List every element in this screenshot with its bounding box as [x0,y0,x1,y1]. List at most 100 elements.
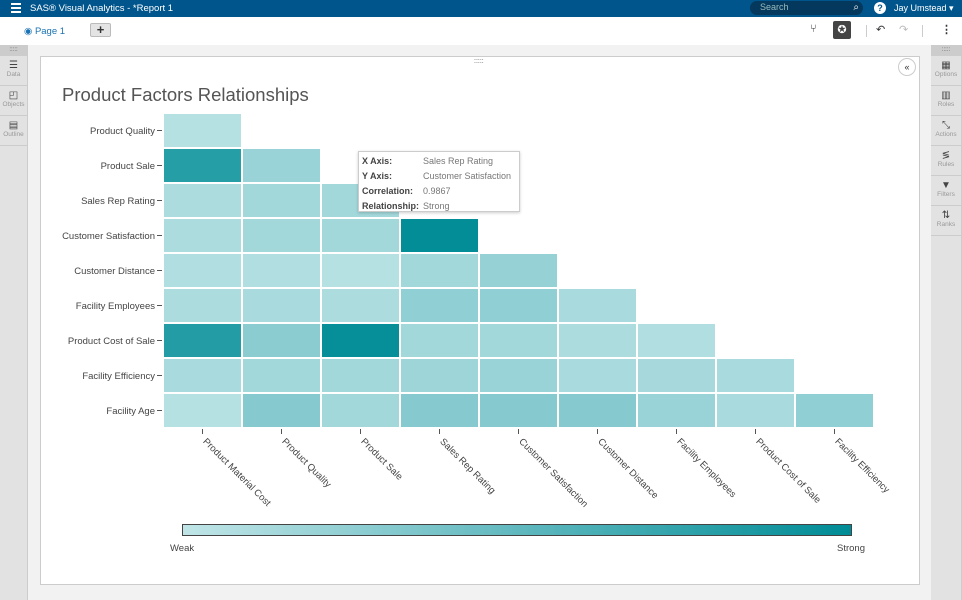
help-icon[interactable]: ? [874,2,886,14]
x-tick-label: Product Quality [279,436,333,490]
heatmap-cell[interactable] [241,217,322,254]
left-panel-objects[interactable]: ◰ Objects [0,86,27,116]
y-tick-label: Product Sale [101,161,155,172]
x-tick-label: Product Sale [358,436,404,482]
right-panel-options[interactable]: ▦ Options [931,56,961,86]
heatmap-cell[interactable] [478,287,559,324]
y-tick-label: Facility Age [106,406,155,417]
left-panel-outline[interactable]: ▤ Outline [0,116,27,146]
heatmap-cell[interactable] [241,287,322,324]
heatmap-cell[interactable] [794,392,875,429]
redo-icon[interactable]: ↷ [899,24,909,36]
heatmap-cell[interactable] [557,392,638,429]
heatmap-cell[interactable] [162,252,243,289]
collapse-icon[interactable]: « [898,58,916,76]
heatmap-cell[interactable] [320,322,401,359]
heatmap-cell[interactable] [557,287,638,324]
heatmap-cell[interactable] [241,147,322,184]
object-grip[interactable]: ::::: [474,58,484,65]
search-icon[interactable]: ⌕ [853,2,859,13]
heatmap-cell[interactable] [557,357,638,394]
legend-min-label: Weak [170,543,195,554]
heatmap-cell[interactable] [320,287,401,324]
heatmap-cell[interactable] [715,392,796,429]
database-icon: ☰ [9,60,18,71]
chart-title: Product Factors Relationships [62,84,309,105]
heatmap-cell[interactable] [162,217,243,254]
objects-icon: ◰ [8,90,19,101]
search-input[interactable]: Search ⌕ [750,1,863,15]
more-options-icon[interactable]: ⋮ [941,24,952,36]
heatmap-cell[interactable] [399,287,480,324]
right-panel-filters[interactable]: ▼ Filters [931,176,961,206]
heatmap-cell[interactable] [478,357,559,394]
y-tick-label: Customer Distance [74,266,155,277]
heatmap-cell[interactable] [399,357,480,394]
heatmap-cell[interactable] [478,322,559,359]
user-menu[interactable]: Jay Umstead ▾ [894,3,954,13]
heatmap-cell[interactable] [478,252,559,289]
heatmap-cell[interactable] [320,357,401,394]
auto-chart-icon[interactable]: ✪ [833,21,851,39]
heatmap-cell[interactable] [162,357,243,394]
heatmap-cell[interactable] [715,357,796,394]
heatmap-cell[interactable] [399,322,480,359]
heatmap-cell[interactable] [636,322,717,359]
heatmap-cell[interactable] [241,392,322,429]
x-tick-label: Product Material Cost [200,436,273,509]
right-panel-ranks[interactable]: ⇅ Ranks [931,206,961,236]
color-legend-bar [182,524,852,536]
panel-grip[interactable]: ::::: [931,45,961,56]
heatmap-cell[interactable] [399,217,480,254]
undo-icon[interactable]: ↶ [876,24,886,36]
heatmap-cell[interactable] [320,252,401,289]
add-page-button[interactable]: + [90,23,111,37]
heatmap-cell[interactable] [162,322,243,359]
y-tick-label: Sales Rep Rating [81,196,155,207]
heatmap-cell[interactable] [399,252,480,289]
right-panel-roles[interactable]: ▥ Roles [931,86,961,116]
heatmap-cell[interactable] [162,287,243,324]
right-panel: ::::: ▦ Options ▥ Roles ⤡ Actions ≶ Rules ▼ F… [931,45,962,600]
heatmap-cell[interactable] [241,252,322,289]
app-title: SAS® Visual Analytics - *Report 1 [30,3,174,14]
heatmap-cell[interactable] [557,322,638,359]
options-icon: ▦ [941,60,951,71]
heatmap-cell[interactable] [162,182,243,219]
heatmap-cell[interactable] [241,182,322,219]
heatmap-cell[interactable] [320,392,401,429]
tab-page-1[interactable]: ◉ Page 1 [24,26,66,37]
roles-icon: ▥ [941,90,951,101]
ranks-icon: ⇅ [941,210,951,221]
heatmap-cell[interactable] [162,147,243,184]
filter-icon: ▼ [941,180,951,191]
right-panel-actions[interactable]: ⤡ Actions [931,116,961,146]
right-panel-rules[interactable]: ≶ Rules [931,146,961,176]
x-tick-label: Customer Distance [595,436,660,501]
y-tick-label: Facility Efficiency [82,371,155,382]
x-tick-label: Facility Employees [674,436,738,500]
y-tick-label: Facility Employees [76,301,155,312]
x-tick-label: Sales Rep Rating [437,436,497,496]
y-tick-label: Customer Satisfaction [62,231,155,242]
heatmap-cell[interactable] [636,392,717,429]
heatmap-cell[interactable] [162,392,243,429]
heatmap-cell[interactable] [478,392,559,429]
left-panel-data[interactable]: ☰ Data [0,56,27,86]
rules-icon: ≶ [941,150,951,161]
heatmap-cell[interactable] [162,112,243,149]
hamburger-menu-icon[interactable] [11,3,21,13]
interaction-icon[interactable]: ⑂ [810,23,817,35]
heatmap-cell[interactable] [241,357,322,394]
heatmap-cell[interactable] [320,217,401,254]
report-toolbar: ◉ Page 1 + ⑂ ✪ ↶ ↷ ⋮ [0,17,962,45]
actions-icon: ⤡ [942,120,950,131]
divider [866,25,867,37]
top-bar: SAS® Visual Analytics - *Report 1 Search… [0,0,962,17]
panel-grip[interactable]: ::::: [0,45,27,56]
heatmap-cell[interactable] [636,357,717,394]
legend-max-label: Strong [837,543,865,554]
heatmap-cell[interactable] [399,392,480,429]
heatmap-cell[interactable] [241,322,322,359]
